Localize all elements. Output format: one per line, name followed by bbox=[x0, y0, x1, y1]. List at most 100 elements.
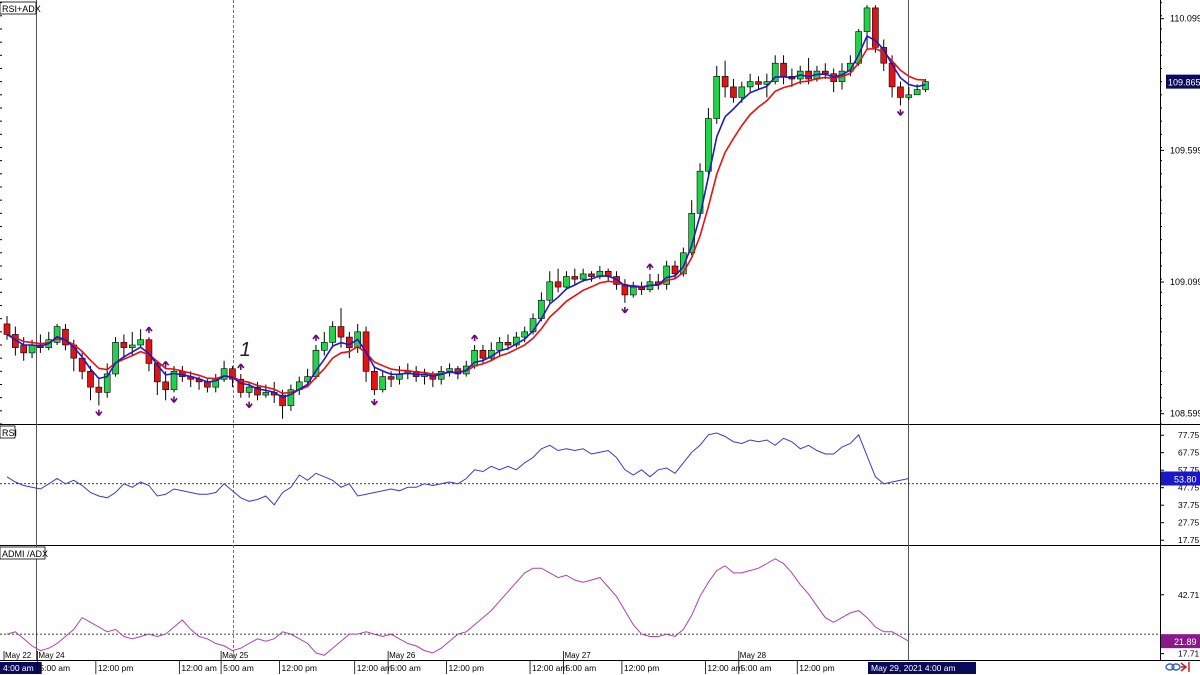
adx-value-tag bbox=[1161, 634, 1200, 649]
candle-body bbox=[755, 81, 762, 85]
candle-body bbox=[371, 371, 378, 391]
candle-body bbox=[237, 378, 245, 393]
time-label: 12:00 pm bbox=[449, 663, 484, 673]
candle-body bbox=[229, 368, 236, 380]
chart-toolbar bbox=[1165, 662, 1190, 672]
candle-body bbox=[329, 326, 336, 343]
time-label: 5:00 am bbox=[741, 663, 772, 673]
price-tick-label: 108.599 bbox=[1170, 409, 1200, 419]
price-tick-label: 109.099 bbox=[1170, 277, 1200, 287]
candle-body bbox=[905, 94, 913, 98]
signal-down-arrow bbox=[170, 396, 178, 403]
adx-line bbox=[6, 558, 910, 656]
candle-body bbox=[721, 76, 729, 88]
annotation-label: 1 bbox=[240, 339, 251, 361]
candle-body bbox=[287, 389, 295, 406]
signal-down-arrow bbox=[245, 401, 253, 409]
candle-body bbox=[563, 276, 570, 288]
candle-body bbox=[913, 89, 921, 96]
candle-body bbox=[713, 76, 721, 119]
candle-body bbox=[746, 81, 754, 88]
rsi-tick-label: 77.75 bbox=[1178, 430, 1200, 440]
date-label: May 22 bbox=[5, 651, 32, 660]
rsi-value-label: 53.80 bbox=[1174, 475, 1197, 485]
adx-tick-label: 17.71 bbox=[1178, 649, 1200, 659]
candle-body bbox=[53, 326, 61, 343]
scroll-to-end-icon[interactable] bbox=[1180, 662, 1190, 672]
candle-body bbox=[629, 286, 637, 296]
price-panel-title: RSI+ADX bbox=[2, 4, 41, 14]
adx-panel-title: ADMI /ADX bbox=[2, 549, 48, 559]
candle-body bbox=[220, 368, 228, 380]
candle-body bbox=[663, 265, 670, 285]
link-chart-icon[interactable] bbox=[1165, 663, 1181, 671]
candle-body bbox=[128, 344, 136, 348]
adx-panel: ADMI /ADX 42.71 17.71 21.89 bbox=[0, 546, 1200, 659]
signal-down-arrow bbox=[370, 399, 379, 406]
rsi-tick-label: 57.75 bbox=[1178, 465, 1200, 475]
adx-panel-title-box bbox=[0, 546, 46, 560]
rsi-tick-label: 37.75 bbox=[1178, 500, 1200, 510]
candle-body bbox=[28, 344, 36, 354]
candle-body bbox=[245, 386, 253, 393]
candle-body bbox=[504, 342, 512, 346]
signal-up-arrow bbox=[145, 326, 153, 334]
signal-down-arrow bbox=[95, 409, 103, 417]
candle-body bbox=[103, 373, 111, 393]
time-label: 12:00 pm bbox=[799, 663, 834, 673]
candle-body bbox=[112, 342, 119, 375]
time-label: 5:00 am bbox=[390, 663, 421, 673]
time-label: 12:00 am bbox=[532, 663, 567, 673]
rsi-panel-title-box bbox=[0, 425, 16, 439]
signal-up-arrow bbox=[470, 334, 479, 341]
slow-ma-line bbox=[6, 47, 926, 395]
time-marker-label: May 29, 2021 4:00 am bbox=[871, 663, 956, 673]
candle-body bbox=[805, 70, 812, 80]
date-label: May 28 bbox=[740, 651, 767, 660]
signal-down-arrow bbox=[621, 306, 629, 314]
candle-body bbox=[771, 62, 779, 82]
fast-ma-line bbox=[6, 34, 926, 399]
time-marker-box bbox=[0, 662, 42, 674]
candle-body bbox=[872, 7, 879, 48]
price-panel: RSI+ADX 110.099 109.599 109.099 108.599 1 109.… bbox=[0, 1, 1200, 425]
rsi-value-tag bbox=[1161, 471, 1200, 486]
time-label: 12:00 am bbox=[707, 663, 742, 673]
candle-body bbox=[588, 273, 595, 277]
candle-body bbox=[730, 86, 737, 98]
time-marker-label: 4:00 am bbox=[3, 663, 34, 673]
current-price-label: 109.865 bbox=[1168, 78, 1200, 88]
time-label: 12:00 pm bbox=[98, 663, 133, 673]
candle-body bbox=[87, 371, 94, 388]
signal-down-arrow bbox=[896, 109, 905, 116]
candle-body bbox=[621, 284, 629, 296]
panel-frames bbox=[0, 0, 1200, 661]
candle-body bbox=[162, 381, 169, 391]
candle-body bbox=[170, 371, 178, 391]
candle-body bbox=[680, 252, 687, 275]
signal-up-arrow bbox=[646, 263, 654, 270]
rsi-panel: RSI 77.75 67.75 57.75 47.75 37.75 27.75 17.75 53… bbox=[0, 425, 1200, 545]
rsi-tick-label: 47.75 bbox=[1178, 483, 1200, 493]
candle-body bbox=[120, 342, 128, 348]
time-label: 5:00 am bbox=[39, 663, 70, 673]
candle-body bbox=[546, 281, 554, 301]
rsi-panel-title: RSI bbox=[2, 428, 17, 438]
candle-body bbox=[137, 339, 144, 346]
signal-up-arrow bbox=[237, 363, 245, 370]
candle-body bbox=[897, 86, 904, 98]
date-label: May 26 bbox=[389, 651, 416, 660]
time-label: 5:00 am bbox=[223, 663, 254, 673]
adx-value-label: 21.89 bbox=[1174, 637, 1197, 647]
candle-body bbox=[521, 331, 529, 338]
candle-body bbox=[613, 276, 620, 285]
signal-up-arrow bbox=[312, 334, 320, 341]
current-price-tag bbox=[1166, 74, 1200, 89]
price-tick-label: 109.599 bbox=[1170, 145, 1200, 155]
time-label: 12:00 pm bbox=[282, 663, 317, 673]
rsi-tick-label: 17.75 bbox=[1178, 535, 1200, 545]
adx-tick-label: 42.71 bbox=[1178, 590, 1200, 600]
candle-body bbox=[3, 323, 11, 335]
